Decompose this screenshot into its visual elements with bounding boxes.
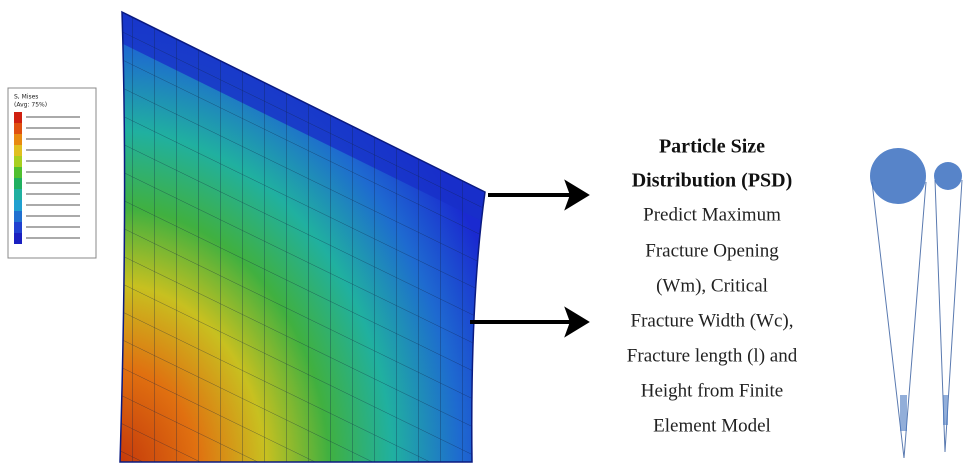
particle [934,162,962,190]
legend: S, Mises (Avg: 75%) [8,88,96,258]
fe-model [110,0,500,473]
legend-swatch [14,222,22,233]
legend-subtitle: (Avg: 75%) [14,102,47,109]
arrow-head [568,184,586,206]
arrow-head [568,311,586,333]
heading: Distribution (PSD) [632,170,793,192]
legend-swatch [14,123,22,134]
legend-swatch [14,112,22,123]
legend-swatch [14,200,22,211]
arrows [470,184,586,333]
diagram: S, Mises (Avg: 75%) Particle Size Distri… [0,0,964,473]
body-line: Element Model [653,415,771,436]
legend-swatch [14,145,22,156]
legend-title: S, Mises [14,94,38,101]
legend-swatch [14,189,22,200]
legend-swatch [14,178,22,189]
cone [872,182,926,458]
cone [935,180,962,452]
legend-swatch [14,211,22,222]
fracture-cones [870,148,962,458]
legend-swatch [14,134,22,145]
cone-label [900,395,907,431]
particle [870,148,926,204]
description: Particle Size Distribution (PSD) Predict… [627,136,798,437]
body-line: Fracture length (l) and [627,345,798,366]
heading: Particle Size [659,136,765,158]
cone-label [943,395,948,425]
legend-swatch [14,156,22,167]
body-line: (Wm), Critical [656,275,768,296]
body-line: Height from Finite [641,380,783,401]
legend-swatch [14,233,22,244]
body-line: Fracture Opening [645,240,779,261]
page: S, Mises (Avg: 75%) Particle Size Distri… [0,0,964,473]
legend-swatch [14,167,22,178]
body-line: Fracture Width (Wc), [631,310,794,331]
body-line: Predict Maximum [643,204,781,225]
